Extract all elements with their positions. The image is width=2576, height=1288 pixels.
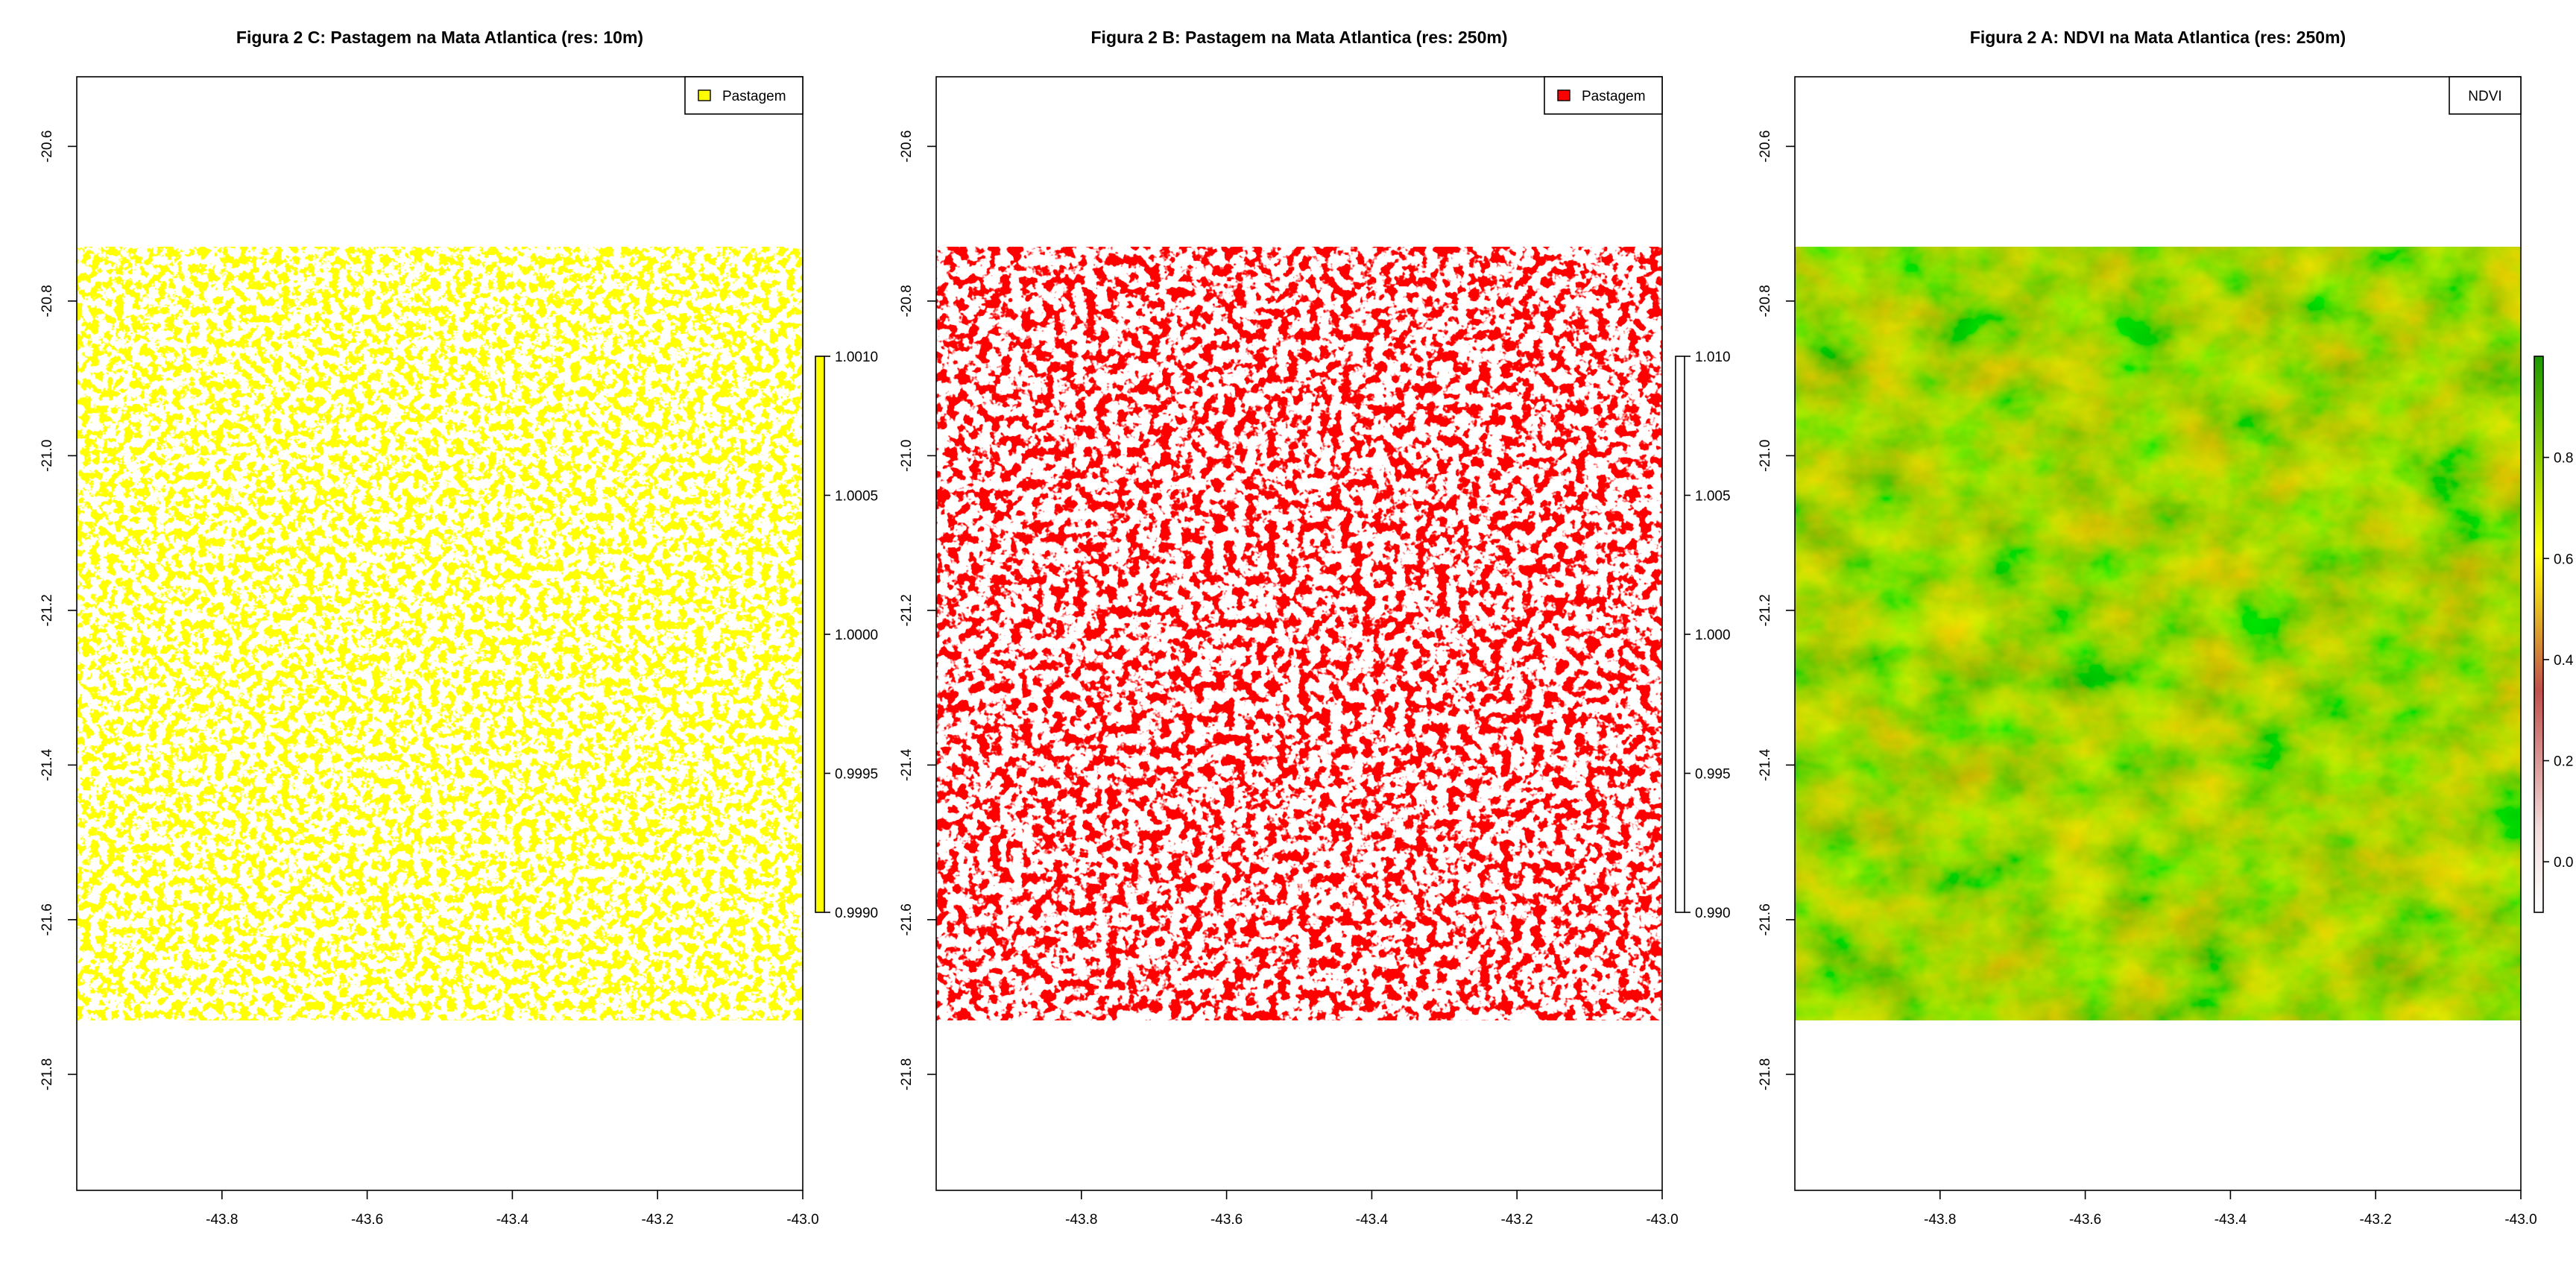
colorbar-tick-label: 0.8 xyxy=(2554,451,2573,467)
colorbar-scale xyxy=(2534,356,2544,913)
y-tick-label: -21.8 xyxy=(40,1058,55,1090)
x-tick-label: -43.8 xyxy=(206,1212,238,1228)
colorbar-tick-label: 0.9990 xyxy=(835,906,878,921)
y-tick-label: -21.8 xyxy=(899,1058,915,1090)
colorbar: 1.010 1.005 1.000 0.995 0.990 xyxy=(1675,350,1731,921)
x-tick-label: -43.8 xyxy=(1065,1212,1097,1228)
plot-frame xyxy=(1794,76,2522,1191)
legend-label: NDVI xyxy=(2468,89,2501,104)
x-tick-label: -43.6 xyxy=(1210,1212,1243,1228)
y-tick-label: -21.4 xyxy=(40,748,55,781)
legend-label: Pastagem xyxy=(1582,89,1646,104)
x-tick-label: -43.0 xyxy=(1646,1212,1678,1228)
colorbar-tick-label: 0.990 xyxy=(1695,906,1731,921)
legend-box xyxy=(2449,76,2522,115)
panel-title: Figura 2 B: Pastagem na Mata Atlantica (… xyxy=(1091,28,1508,47)
y-tick-label: -21.4 xyxy=(899,748,915,781)
colorbar-scale xyxy=(1675,356,1685,913)
legend-swatch xyxy=(1557,89,1570,101)
y-tick-label: -20.6 xyxy=(1758,130,1773,162)
y-tick-label: -21.2 xyxy=(899,594,915,626)
x-tick-label: -43.4 xyxy=(2214,1212,2247,1228)
raster-texture xyxy=(1795,247,2521,1020)
x-tick-label: -43.2 xyxy=(642,1212,674,1228)
panel-title: Figura 2 A: NDVI na Mata Atlantica (res:… xyxy=(1970,28,2346,47)
legend: Pastagem xyxy=(1544,76,1663,115)
raster-layer xyxy=(77,247,803,1020)
x-tick-label: -43.2 xyxy=(1501,1212,1533,1228)
colorbar-tick-label: 0.6 xyxy=(2554,552,2573,567)
y-tick-label: -21.8 xyxy=(1758,1058,1773,1090)
colorbar-tick-label: 0.4 xyxy=(2554,653,2574,669)
colorbar-tick-label: 0.2 xyxy=(2554,754,2573,770)
colorbar-tick-label: 1.005 xyxy=(1695,489,1731,505)
legend: NDVI xyxy=(2449,76,2522,115)
y-tick-label: -21.6 xyxy=(40,903,55,935)
y-tick-label: -20.6 xyxy=(899,130,915,162)
colorbar-tick-label: 0.0 xyxy=(2554,855,2573,871)
colorbar: 0.8 0.6 0.4 0.2 0.0 xyxy=(2534,356,2574,913)
x-tick-label: -43.6 xyxy=(351,1212,383,1228)
y-tick-label: -20.8 xyxy=(40,285,55,317)
raster-texture xyxy=(77,247,803,1020)
colorbar-scale xyxy=(815,356,825,913)
x-tick-label: -43.0 xyxy=(786,1212,818,1228)
colorbar-tick-label: 1.000 xyxy=(1695,628,1731,643)
y-tick-label: -20.6 xyxy=(40,130,55,162)
legend-swatch xyxy=(698,89,711,101)
raster-layer xyxy=(936,247,1662,1020)
x-tick-label: -43.6 xyxy=(2069,1212,2101,1228)
x-tick-label: -43.0 xyxy=(2504,1212,2536,1228)
y-tick-label: -21.2 xyxy=(1758,594,1773,626)
panel-title: Figura 2 C: Pastagem na Mata Atlantica (… xyxy=(236,28,643,47)
legend-label: Pastagem xyxy=(722,89,786,104)
plot-frame xyxy=(935,76,1663,1191)
x-tick-label: -43.4 xyxy=(1356,1212,1389,1228)
y-tick-label: -21.0 xyxy=(899,440,915,472)
map-panel-1: Figura 2 C: Pastagem na Mata Atlantica (… xyxy=(40,28,878,1228)
legend: Pastagem xyxy=(684,76,804,115)
y-tick-label: -21.0 xyxy=(40,440,55,472)
colorbar-tick-label: 1.0000 xyxy=(835,628,878,643)
y-tick-label: -20.8 xyxy=(1758,285,1773,317)
map-panel-3: Figura 2 A: NDVI na Mata Atlantica (res:… xyxy=(1758,28,2574,1228)
colorbar-tick-label: 1.010 xyxy=(1695,350,1731,365)
y-tick-label: -21.4 xyxy=(1758,748,1773,781)
plot-frame xyxy=(76,76,804,1191)
x-tick-label: -43.8 xyxy=(1924,1212,1956,1228)
y-tick-label: -21.0 xyxy=(1758,440,1773,472)
y-tick-label: -21.6 xyxy=(899,903,915,935)
y-tick-label: -20.8 xyxy=(899,285,915,317)
x-tick-label: -43.2 xyxy=(2360,1212,2392,1228)
raster-layer xyxy=(1795,247,2521,1020)
colorbar-tick-label: 0.995 xyxy=(1695,767,1731,783)
y-tick-label: -21.6 xyxy=(1758,903,1773,935)
colorbar: 1.0010 1.0005 1.0000 0.9995 0.9990 xyxy=(815,350,878,921)
raster-texture xyxy=(936,247,1662,1020)
colorbar-tick-label: 0.9995 xyxy=(835,767,878,783)
colorbar-tick-label: 1.0005 xyxy=(835,489,878,505)
colorbar-tick-label: 1.0010 xyxy=(835,350,878,365)
y-tick-label: -21.2 xyxy=(40,594,55,626)
map-panel-2: Figura 2 B: Pastagem na Mata Atlantica (… xyxy=(899,28,1731,1228)
x-tick-label: -43.4 xyxy=(496,1212,529,1228)
